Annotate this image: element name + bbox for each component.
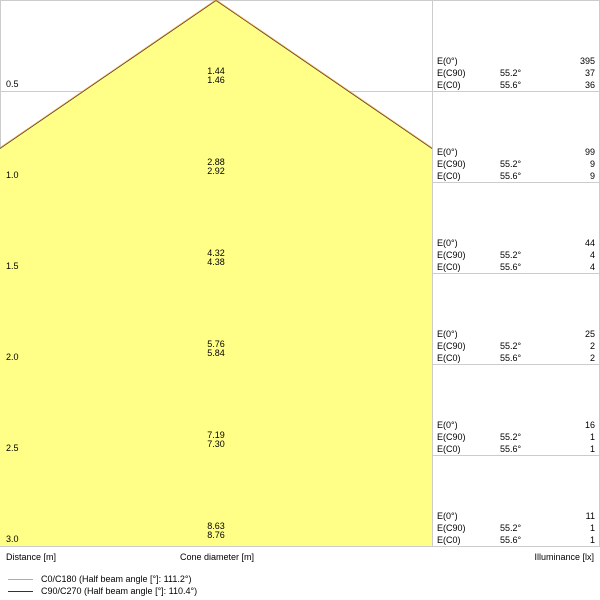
distance-row: 2.0 5.765.84 E(0°) 25 E(C90) 55.2° 2 E(C0) 55.6°… — [6, 329, 595, 363]
cone-diameter-c0: 8.63 — [207, 521, 225, 531]
cone-diameter-header: Cone diameter [m] — [180, 552, 255, 562]
e0-label: E(0°) — [437, 511, 458, 521]
cone-diameter-c90: 7.30 — [207, 439, 225, 449]
light-cone — [0, 0, 432, 546]
e0-label: E(0°) — [437, 420, 458, 430]
ec0-angle: 55.6° — [500, 80, 522, 90]
distance-row: 2.5 7.197.30 E(0°) 16 E(C90) 55.2° 1 E(C0) 55.6°… — [6, 420, 595, 454]
cone-diameter-c0: 7.19 — [207, 430, 225, 440]
ec90-label: E(C90) — [437, 68, 466, 78]
cone-diameter-c90: 4.38 — [207, 257, 225, 267]
e0-value: 16 — [585, 420, 595, 430]
e0-label: E(0°) — [437, 147, 458, 157]
distance-row: 1.0 2.882.92 E(0°) 99 E(C90) 55.2° 9 E(C0) 55.6°… — [6, 147, 595, 181]
legend-line-c90 — [8, 590, 33, 592]
ec90-value: 9 — [590, 159, 595, 169]
e0-label: E(0°) — [437, 329, 458, 339]
ec0-angle: 55.6° — [500, 444, 522, 454]
cone-edge-c0 — [0, 0, 217, 149]
ec0-angle: 55.6° — [500, 535, 522, 545]
e0-value: 11 — [586, 511, 595, 521]
e0-value: 25 — [585, 329, 595, 339]
ec0-value: 9 — [590, 171, 595, 181]
distance-row: 1.5 4.324.38 E(0°) 44 E(C90) 55.2° 4 E(C0) 55.6°… — [6, 238, 595, 272]
ec0-angle: 55.6° — [500, 353, 522, 363]
distance-label: 1.0 — [6, 170, 19, 180]
ec90-label: E(C90) — [437, 159, 466, 169]
ec90-label: E(C90) — [437, 341, 466, 351]
cone-diameter-c0: 1.44 — [207, 66, 225, 76]
ec90-angle: 55.2° — [500, 250, 522, 260]
cone-diameter-c90: 1.46 — [207, 75, 225, 85]
ec0-value: 1 — [590, 444, 595, 454]
distance-row: 3.0 8.638.76 E(0°) 11 E(C90) 55.2° 1 E(C0) 55.6°… — [6, 511, 595, 545]
ec90-angle: 55.2° — [500, 68, 522, 78]
ec0-label: E(C0) — [437, 80, 461, 90]
legend-line-c0 — [8, 578, 33, 580]
e0-label: E(0°) — [437, 238, 458, 248]
e0-label: E(0°) — [437, 56, 458, 66]
illuminance-header: Illuminance [lx] — [534, 552, 594, 562]
legend-label-c90: C90/C270 (Half beam angle [°]: 110.4°) — [41, 586, 198, 596]
ec90-label: E(C90) — [437, 523, 466, 533]
ec0-value: 36 — [585, 80, 595, 90]
distance-label: 3.0 — [6, 534, 19, 544]
ec90-value: 2 — [590, 341, 595, 351]
cone-edge-c90 — [0, 0, 217, 149]
ec90-angle: 55.2° — [500, 432, 522, 442]
ec0-value: 1 — [590, 535, 595, 545]
ec90-label: E(C90) — [437, 250, 466, 260]
cone-diameter-c0: 4.32 — [207, 248, 225, 258]
ec90-angle: 55.2° — [500, 523, 522, 533]
cone-edge-c90-right — [215, 0, 433, 149]
legend-c0: C0/C180 (Half beam angle [°]: 111.2°) — [8, 574, 191, 584]
ec90-angle: 55.2° — [500, 341, 522, 351]
distance-label: 0.5 — [6, 79, 19, 89]
ec0-label: E(C0) — [437, 535, 461, 545]
cone-diameter-c90: 5.84 — [207, 348, 225, 358]
distance-label: 2.0 — [6, 352, 19, 362]
ec90-value: 4 — [590, 250, 595, 260]
ec90-label: E(C90) — [437, 432, 466, 442]
distance-header: Distance [m] — [6, 552, 57, 562]
distance-label: 1.5 — [6, 261, 19, 271]
ec0-angle: 55.6° — [500, 262, 522, 272]
ec0-label: E(C0) — [437, 262, 461, 272]
e0-value: 395 — [580, 56, 595, 66]
cone-diameter-c90: 8.76 — [207, 530, 225, 540]
e0-value: 44 — [585, 238, 595, 248]
ec90-value: 1 — [590, 523, 595, 533]
distance-row: 0.5 1.441.46 E(0°) 395 E(C90) 55.2° 37 E(C0) 55.… — [6, 56, 595, 90]
cone-diameter-c90: 2.92 — [207, 166, 225, 176]
legend-label-c0: C0/C180 (Half beam angle [°]: 111.2°) — [41, 574, 192, 584]
ec0-label: E(C0) — [437, 171, 461, 181]
ec90-value: 37 — [585, 68, 595, 78]
ec90-angle: 55.2° — [500, 159, 522, 169]
e0-value: 99 — [585, 147, 595, 157]
ec0-value: 4 — [590, 262, 595, 272]
ec90-value: 1 — [590, 432, 595, 442]
legend-c90: C90/C270 (Half beam angle [°]: 110.4°) — [8, 586, 197, 596]
ec0-label: E(C0) — [437, 444, 461, 454]
cone-diameter-c0: 5.76 — [207, 339, 225, 349]
distance-label: 2.5 — [6, 443, 19, 453]
cone-edge-c0-right — [215, 0, 433, 149]
ec0-value: 2 — [590, 353, 595, 363]
cone-diameter-c0: 2.88 — [207, 157, 225, 167]
ec0-label: E(C0) — [437, 353, 461, 363]
cone-diagram: 0.5 1.441.46 E(0°) 395 E(C90) 55.2° 37 E(C0) 55.… — [0, 0, 600, 547]
ec0-angle: 55.6° — [500, 171, 522, 181]
